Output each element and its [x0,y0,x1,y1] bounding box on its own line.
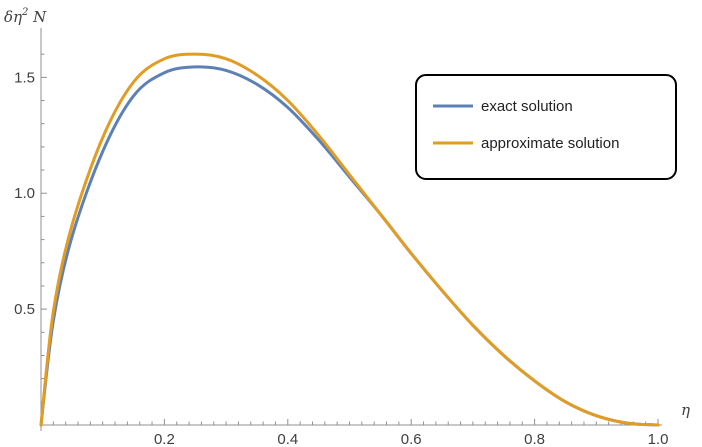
x-axis-label: η [681,401,690,419]
x-tick-label: 0.6 [401,431,422,447]
legend: exact solution approximate solution [415,74,677,180]
series-lines [39,52,660,427]
y-tick-label: 1.5 [14,69,35,86]
legend-box [415,74,677,180]
y-axis-label: δη2 N [4,7,47,26]
x-tick-label: 0.8 [524,431,545,447]
series-line-approximate [39,52,660,427]
x-tick-label: 0.4 [277,431,298,447]
axes: 0.2 0.4 0.6 0.8 1.0 0.5 1.0 1.5 [14,28,668,447]
y-tick-label: 1.0 [14,185,35,202]
x-tick-label: 0.2 [154,431,175,447]
legend-label-exact: exact solution [481,98,573,115]
y-tick-label: 0.5 [14,301,35,318]
x-tick-label: 1.0 [648,431,669,447]
legend-label-approximate: approximate solution [481,135,619,152]
